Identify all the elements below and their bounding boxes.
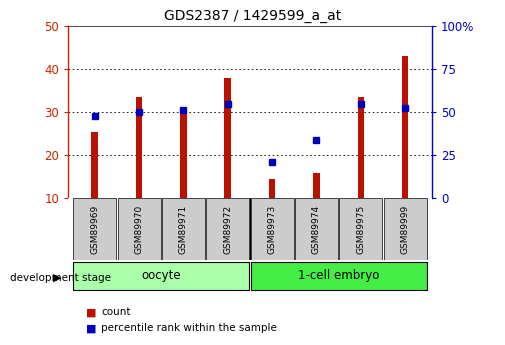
Text: 1-cell embryo: 1-cell embryo (298, 269, 379, 283)
Text: GSM89974: GSM89974 (312, 205, 321, 254)
Bar (269, 179, 275, 198)
Bar (118, 198, 161, 260)
Bar (73, 262, 249, 290)
Text: development stage: development stage (10, 273, 111, 283)
Text: GSM89970: GSM89970 (135, 205, 143, 254)
Text: count: count (101, 307, 130, 317)
Bar (358, 97, 364, 198)
Bar (339, 198, 382, 260)
Bar (313, 172, 320, 198)
Bar (402, 56, 409, 198)
Bar (136, 97, 142, 198)
Text: GSM89971: GSM89971 (179, 205, 188, 254)
Text: ■: ■ (86, 307, 96, 317)
Bar (162, 198, 205, 260)
Text: GSM89969: GSM89969 (90, 205, 99, 254)
Bar (180, 108, 187, 198)
Bar (250, 262, 427, 290)
Bar (295, 198, 338, 260)
Bar (91, 131, 98, 198)
Text: GDS2387 / 1429599_a_at: GDS2387 / 1429599_a_at (164, 9, 341, 23)
Bar (207, 198, 249, 260)
Text: oocyte: oocyte (141, 269, 181, 283)
Bar (384, 198, 427, 260)
Bar (73, 198, 116, 260)
Text: ▶: ▶ (53, 273, 62, 283)
Bar (225, 78, 231, 198)
Text: percentile rank within the sample: percentile rank within the sample (101, 324, 277, 333)
Text: GSM89972: GSM89972 (223, 205, 232, 254)
Text: ■: ■ (86, 324, 96, 333)
Bar (250, 198, 293, 260)
Text: GSM89999: GSM89999 (400, 205, 410, 254)
Text: GSM89973: GSM89973 (268, 205, 277, 254)
Text: GSM89975: GSM89975 (357, 205, 365, 254)
